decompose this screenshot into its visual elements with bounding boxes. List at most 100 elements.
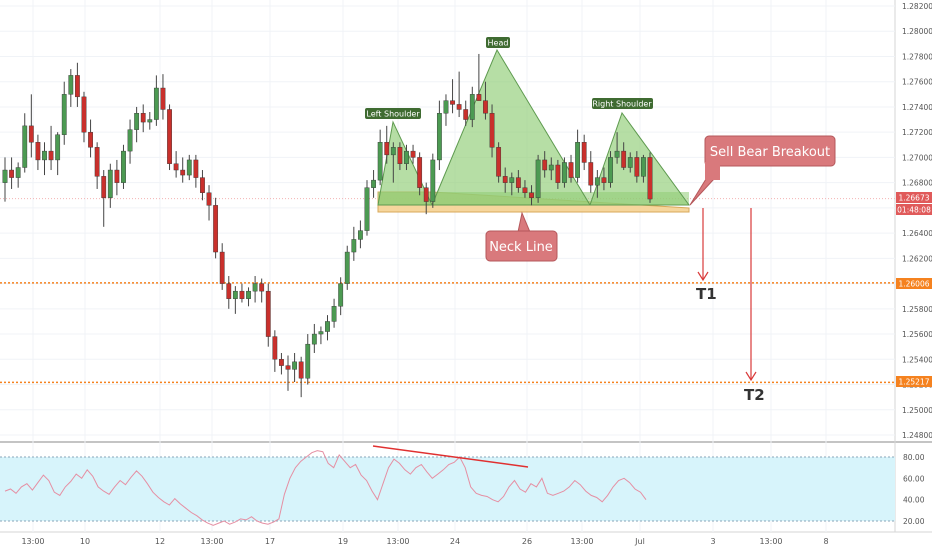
candle-down (476, 94, 482, 101)
candle-up (121, 150, 126, 183)
candle-up (535, 159, 541, 198)
time-tick-label: 19 (338, 537, 348, 546)
price-tick-label: 1.27400 (902, 103, 932, 112)
candle-up (127, 129, 133, 152)
rsi-tick-label: 60.00 (903, 474, 925, 483)
candle-down (94, 147, 100, 177)
rsi-band (0, 456, 895, 522)
neckline-callout[interactable]: Neck Line (485, 211, 558, 262)
candle-up (305, 343, 311, 379)
candle-down (180, 169, 186, 176)
t1-level-badge (896, 278, 932, 289)
rsi-series (4, 445, 647, 526)
candle-down (160, 87, 166, 110)
candle-down (9, 169, 14, 178)
right-shoulder-label: Right Shoulder (592, 100, 652, 109)
candle-up (61, 94, 67, 135)
candle-up (548, 164, 554, 171)
candle-down (601, 177, 607, 183)
candle-down (417, 157, 423, 188)
candle-down (568, 162, 574, 178)
left-shoulder-label: Left Shoulder (366, 110, 420, 119)
time-tick-label: 3 (710, 537, 715, 546)
rsi-axis[interactable]: 80.00 60.00 40.00 20.00 (903, 453, 925, 526)
candle-down (542, 159, 548, 171)
breakout-callout[interactable]: Sell Bear Breakout (689, 135, 836, 206)
candle-up (338, 283, 344, 307)
candle-down (219, 251, 225, 284)
candle-up (390, 147, 396, 156)
candle-down (621, 150, 627, 168)
candle-down (88, 131, 93, 148)
candle-down (581, 142, 587, 163)
candle-down (483, 100, 488, 114)
candle-down (259, 283, 265, 292)
candle-up (404, 150, 409, 164)
candle-down (239, 290, 245, 299)
price-pane[interactable] (0, 0, 895, 441)
candle-down (463, 109, 469, 120)
current-price-text: 1.26673 (898, 194, 929, 203)
candle-down (265, 290, 271, 337)
candle-up (147, 119, 153, 123)
price-tick-label: 1.25800 (902, 305, 932, 314)
time-tick-label: 24 (450, 537, 460, 546)
candle-up (252, 283, 258, 292)
price-tick-label: 1.27600 (902, 78, 932, 87)
candle-up (594, 177, 600, 186)
time-tick-label: 8 (823, 537, 828, 546)
breakout-callout-text: Sell Bear Breakout (710, 145, 830, 160)
target2-label: T2 (744, 386, 765, 404)
time-tick-label: 13:00 (759, 537, 782, 546)
candle-down (456, 104, 462, 110)
countdown-text: 01:48:08 (897, 206, 931, 215)
right-shoulder-triangle (589, 111, 690, 206)
time-tick-label: 17 (265, 537, 275, 546)
candle-up (641, 157, 646, 177)
rsi-divergence-trendline (372, 445, 529, 468)
candle-down (647, 157, 653, 200)
price-tick-label: 1.24800 (902, 431, 932, 440)
rsi-tick-label: 40.00 (903, 496, 925, 505)
candle-up (562, 162, 567, 183)
candle-up (292, 361, 297, 370)
candle-up (469, 94, 475, 120)
time-tick-label: 26 (522, 537, 532, 546)
price-tick-label: 1.27200 (902, 128, 932, 137)
rsi-line (4, 450, 647, 526)
price-tick-label: 1.26800 (902, 179, 932, 188)
candle-up (575, 142, 581, 178)
candle-up (358, 230, 363, 240)
candle-up (325, 321, 330, 332)
candle-up (509, 177, 515, 183)
candle-up (351, 239, 357, 253)
candle-up (311, 333, 317, 345)
rsi-band-fill (0, 457, 895, 521)
candle-up (371, 179, 376, 188)
time-axis[interactable]: 13:00 10 12 13:00 17 19 13:00 24 26 13:00 Jul 3 13:0… (21, 537, 828, 546)
candle-up (153, 87, 159, 120)
neckline-callout-text: Neck Line (489, 240, 553, 255)
head-label: Head (488, 39, 509, 48)
time-tick-label: 12 (155, 537, 165, 546)
candle-up (107, 169, 113, 198)
rsi-tick-label: 80.00 (903, 453, 925, 462)
candle-down (489, 113, 495, 148)
annotations (697, 208, 757, 382)
target-labels: T1 T2 (696, 285, 765, 404)
candle-down (279, 359, 284, 366)
price-tick-label: 1.25600 (902, 330, 932, 339)
candle-down (450, 100, 455, 105)
candle-up (364, 187, 370, 231)
price-axis[interactable]: 1.28200 1.28000 1.27800 1.27600 1.27400 1.272… (902, 2, 932, 440)
candle-up (55, 134, 61, 161)
target1-label: T1 (696, 285, 717, 303)
current-price-badge (896, 192, 932, 203)
candle-up (436, 113, 442, 161)
candle-up (246, 290, 251, 299)
price-badges: 1.26673 01:48:08 1.26006 1.25217 (896, 192, 932, 387)
candle-up (186, 159, 192, 176)
candle-up (430, 159, 436, 202)
candle-down (298, 361, 304, 379)
price-tick-label: 1.28000 (902, 27, 932, 36)
